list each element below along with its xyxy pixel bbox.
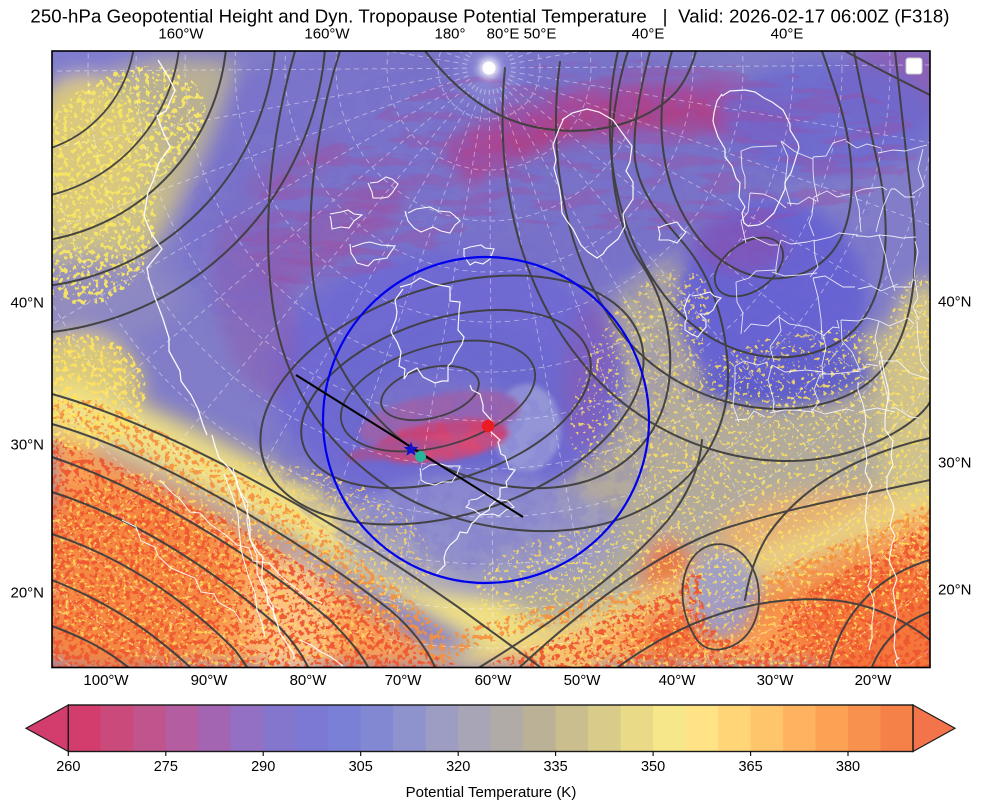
svg-text:160°W: 160°W — [158, 26, 204, 43]
svg-text:80°W: 80°W — [290, 672, 328, 689]
svg-text:80°E: 80°E — [487, 26, 520, 43]
svg-text:335: 335 — [543, 759, 567, 775]
svg-text:50°E: 50°E — [524, 26, 557, 43]
svg-text:50°W: 50°W — [564, 672, 602, 689]
svg-text:90°W: 90°W — [191, 672, 229, 689]
svg-text:30°N: 30°N — [938, 455, 972, 472]
svg-text:160°W: 160°W — [304, 26, 350, 43]
svg-text:350: 350 — [641, 759, 665, 775]
svg-text:290: 290 — [251, 759, 275, 775]
svg-text:Potential Temperature (K): Potential Temperature (K) — [406, 784, 577, 801]
svg-text:60°W: 60°W — [475, 672, 513, 689]
svg-text:100°W: 100°W — [83, 672, 129, 689]
svg-text:40°E: 40°E — [632, 26, 665, 43]
svg-text:305: 305 — [349, 759, 373, 775]
svg-text:30°W: 30°W — [757, 672, 795, 689]
svg-text:275: 275 — [154, 759, 178, 775]
svg-text:180°: 180° — [434, 26, 465, 43]
svg-text:20°N: 20°N — [10, 585, 44, 602]
svg-text:20°N: 20°N — [938, 582, 972, 599]
svg-text:320: 320 — [446, 759, 470, 775]
svg-text:40°W: 40°W — [659, 672, 697, 689]
svg-text:40°N: 40°N — [938, 294, 972, 311]
svg-text:30°N: 30°N — [10, 437, 44, 454]
svg-text:70°W: 70°W — [385, 672, 423, 689]
svg-text:40°N: 40°N — [10, 295, 44, 312]
svg-text:250-hPa Geopotential Height an: 250-hPa Geopotential Height and Dyn. Tro… — [30, 6, 949, 27]
svg-text:40°E: 40°E — [771, 26, 804, 43]
svg-text:260: 260 — [56, 759, 80, 775]
svg-text:380: 380 — [836, 759, 860, 775]
svg-text:20°W: 20°W — [855, 672, 893, 689]
svg-text:365: 365 — [738, 759, 762, 775]
